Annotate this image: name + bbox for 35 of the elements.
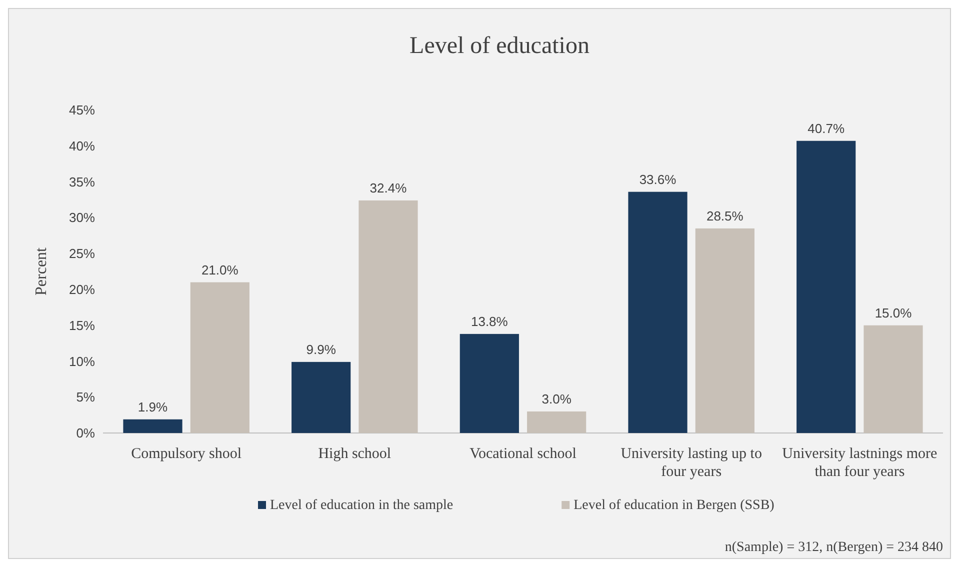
text: n(Sample) = 312, n(Bergen) = 234 840 bbox=[724, 540, 943, 555]
y-tick-label: 35% bbox=[68, 174, 96, 190]
data-label: 15.0% bbox=[874, 305, 912, 320]
bar bbox=[796, 140, 856, 433]
x-tick-label: University lasting up to four years bbox=[620, 446, 762, 480]
x-tick-label: Vocational school bbox=[470, 446, 576, 462]
legend-label: Level of education in the sample bbox=[270, 498, 454, 513]
data-label: 21.0% bbox=[201, 262, 239, 278]
bar bbox=[628, 192, 688, 433]
y-tick-label: 30% bbox=[68, 210, 96, 226]
data-label: 32.4% bbox=[370, 180, 408, 196]
x-tick-label: Compulsory shool bbox=[131, 446, 242, 462]
bar bbox=[123, 419, 182, 433]
legend-label: Level of education in Bergen (SSB) bbox=[574, 498, 775, 513]
y-tick-label: 40% bbox=[68, 138, 96, 154]
bar bbox=[292, 362, 351, 433]
y-tick-label: 20% bbox=[68, 282, 96, 297]
chart-title: Level of education bbox=[410, 33, 590, 59]
data-label: 1.9% bbox=[138, 399, 168, 414]
y-axis-title: Percent bbox=[33, 246, 50, 296]
data-label: 13.8% bbox=[470, 314, 508, 329]
x-tick-label: High school bbox=[318, 446, 392, 462]
data-label: 40.7% bbox=[808, 120, 845, 136]
y-tick-label: 15% bbox=[68, 318, 96, 333]
data-label: 33.6% bbox=[639, 172, 677, 187]
x-tick-label: University lastnings more than four years bbox=[782, 446, 938, 480]
y-tick-label: 0% bbox=[76, 426, 96, 441]
data-label: 28.5% bbox=[706, 208, 744, 224]
y-tick-label: 5% bbox=[76, 390, 96, 405]
data-label: 9.9% bbox=[306, 342, 336, 357]
data-label: 3.0% bbox=[542, 391, 572, 406]
y-tick-label: 10% bbox=[68, 354, 96, 369]
bar bbox=[460, 334, 519, 433]
y-tick-label: 25% bbox=[68, 246, 96, 262]
y-tick-label: 45% bbox=[68, 102, 96, 118]
